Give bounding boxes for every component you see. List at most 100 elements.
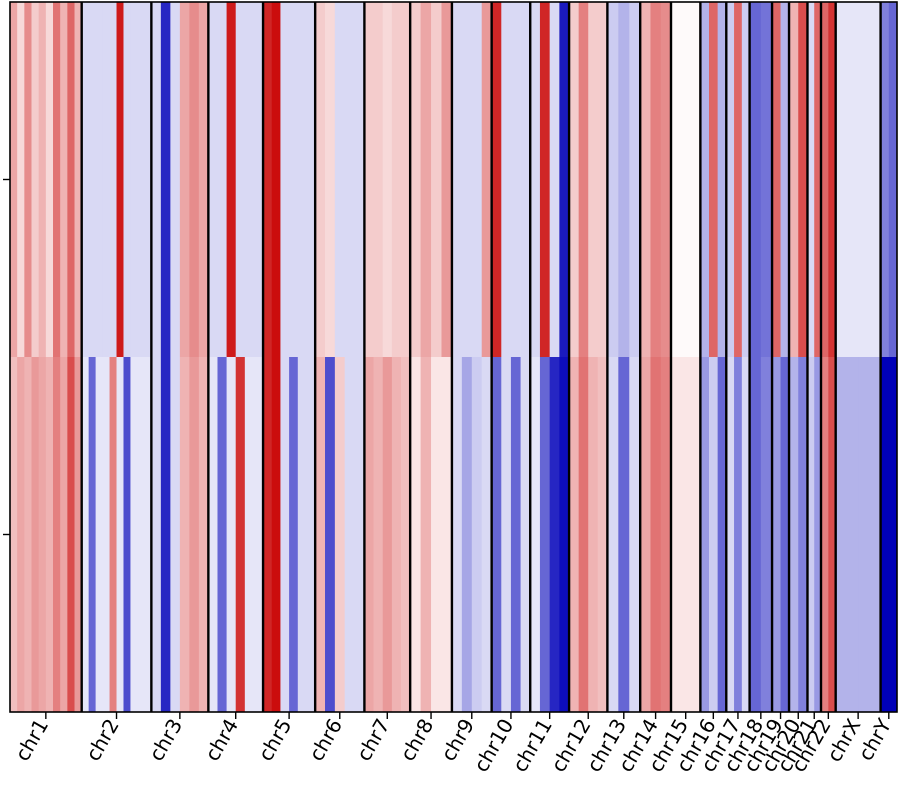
heatmap-cell [835,357,859,713]
heatmap-cell [726,2,735,358]
heatmap-cell [263,2,273,358]
heatmap-cell [618,357,630,713]
heatmap-cell [880,2,890,358]
heatmap-cell [539,357,551,713]
heatmap-cell [607,357,619,713]
heatmap-cell [597,357,608,713]
heatmap-cell [420,357,432,713]
heatmap-cell [24,357,32,713]
heatmap-cell [160,2,171,358]
heatmap-cell [271,2,281,358]
heatmap-cell [569,357,580,713]
x-tick-label: chr3 [144,715,187,766]
heatmap-cell [807,2,815,358]
heatmap-cell [53,2,61,358]
x-axis-ticks [45,712,890,719]
heatmap-cell [289,2,299,358]
heatmap-cell [401,2,411,358]
heatmap-cell [244,357,255,713]
heatmap-cell [690,2,701,358]
heatmap-cell [74,2,83,358]
heatmap-cell [382,2,393,358]
heatmap-cell [520,2,531,358]
heatmap-cell [263,357,273,713]
heatmap-cell [280,357,290,713]
x-tick-label: chr4 [200,715,243,766]
heatmap-cell [607,2,619,358]
heatmap-cell [700,2,710,358]
heatmap-cell [344,357,355,713]
heatmap-cell [325,2,336,358]
heatmap-cell [481,2,493,358]
heatmap-cell [539,2,551,358]
heatmap-cell [38,357,47,713]
heatmap-cell [441,357,453,713]
heatmap-cell [306,2,316,358]
heatmap-cells [10,2,898,713]
heatmap-cell [24,2,32,358]
heatmap-cell [198,357,209,713]
heatmap-cell [789,357,799,713]
heatmap-cell [760,357,773,713]
heatmap-cell [671,2,682,358]
heatmap-cell [109,357,117,713]
heatmap-cell [741,2,750,358]
heatmap-cell [501,357,512,713]
heatmap-cell [709,2,719,358]
heatmap-cell [471,357,483,713]
heatmap-cell [391,357,402,713]
heatmap-cell [95,357,103,713]
heatmap-cell [123,357,131,713]
heatmap-cell [858,2,881,358]
heatmap-cell [858,357,881,713]
heatmap-cell [373,2,384,358]
heatmap-cell [179,2,190,358]
heatmap-cell [60,357,68,713]
heatmap-cell [772,2,781,358]
heatmap-cell [814,357,822,713]
heatmap-cell [45,357,54,713]
heatmap-cell [102,2,110,358]
heatmap-cell [208,357,218,713]
heatmap-cell [253,357,264,713]
heatmap-cell [726,357,735,713]
heatmap-cell [510,2,521,358]
heatmap-cell [749,357,762,713]
heatmap-cell [717,2,727,358]
heatmap-cell [217,2,227,358]
heatmap-cell [888,2,898,358]
heatmap-cell [798,2,808,358]
heatmap-cell [680,2,691,358]
heatmap-cell [226,2,237,358]
heatmap-cell [461,2,473,358]
heatmap-cell [680,357,691,713]
heatmap-cell [144,357,152,713]
heatmap-cell [235,357,246,713]
heatmap-cell [597,2,608,358]
heatmap-cell [160,357,171,713]
heatmap-cell [410,2,422,358]
heatmap-cell [244,2,255,358]
heatmap-cell [334,357,346,713]
x-tick-label: chr1 [10,715,53,766]
x-tick-label: chrY [853,714,896,765]
x-axis-tick-labels: chr1 chr2 chr3 chr4 chr5 chr6 chr7 chr8chr9chr1… [10,714,896,776]
heatmap-cell [315,357,326,713]
heatmap-cell [10,2,18,358]
heatmap-cell [520,357,531,713]
y-axis-ticks [3,178,10,536]
heatmap-cell [74,357,83,713]
heatmap-cell [401,357,411,713]
heatmap-cell [690,357,701,713]
heatmap-cell [67,2,75,358]
heatmap-cell [481,357,493,713]
heatmap-cell [629,357,641,713]
heatmap-cell [734,2,743,358]
x-tick-label: chr7 [352,715,395,766]
heatmap-cell [880,357,890,713]
heatmap-cell [198,2,209,358]
heatmap-cell [828,357,837,713]
heatmap-cell [373,357,384,713]
heatmap-cell [17,357,25,713]
